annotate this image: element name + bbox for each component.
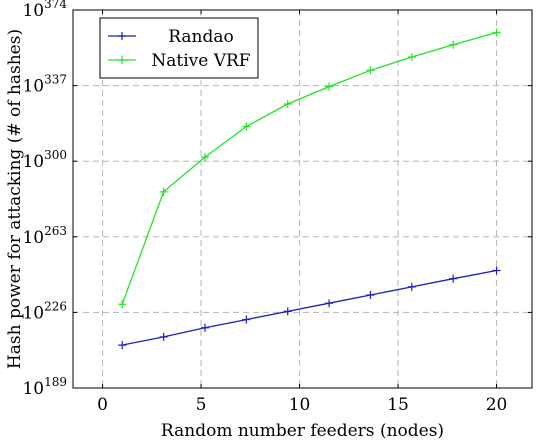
x-tick-label: 5 [196,395,207,415]
legend-label: Native VRF [151,51,250,71]
legend-marker [118,56,126,64]
x-tick-label: 10 [289,395,311,415]
legend: Randao Native VRF [99,17,259,79]
y-tick-label: 10189 [22,375,67,399]
series-line [122,269,497,346]
data-point-marker [366,291,375,300]
x-tick-label: 0 [97,395,108,415]
data-point-marker [159,187,168,196]
data-point-marker [366,66,375,75]
data-point-marker [242,122,251,131]
legend-box [99,17,259,79]
data-point-marker [325,82,334,91]
y-tick-label: 10226 [22,299,67,323]
data-point-marker [200,323,209,332]
legend-label: Randao [168,27,234,47]
data-point-marker [407,52,416,61]
data-series [118,28,501,350]
data-point-marker [449,40,458,49]
series-native-vrf [118,28,501,309]
y-tick-label: 10263 [22,224,67,248]
data-point-marker [407,282,416,291]
legend-marker [118,32,126,40]
data-point-marker [159,332,168,341]
data-point-marker [449,274,458,283]
x-tick-label: 20 [486,395,508,415]
data-point-marker [283,307,292,316]
plot-area-frame [72,9,533,389]
data-point-marker [200,153,209,162]
x-tick-label: 15 [387,395,409,415]
legend-entry: Randao [108,27,234,47]
data-point-marker [325,299,334,308]
y-tick-label: 10300 [22,148,67,172]
axis-ticks: 0 5 10 15 20 10189 10226 10263 10300 10337 10374 [22,0,532,415]
data-point-marker [118,341,127,350]
legend-entry: Native VRF [108,51,251,71]
data-point-marker [492,266,501,275]
y-tick-label: 10374 [22,0,67,21]
data-point-marker [283,99,292,108]
data-point-marker [492,28,501,37]
series-randao [118,266,501,350]
x-axis-title: Random number feeders (nodes) [161,421,444,441]
data-point-marker [118,300,127,309]
data-point-marker [242,315,251,324]
y-axis-title: Hash power for attacking (# of hashes) [5,29,25,369]
series-line [121,31,497,305]
y-tick-label: 10337 [22,73,67,97]
